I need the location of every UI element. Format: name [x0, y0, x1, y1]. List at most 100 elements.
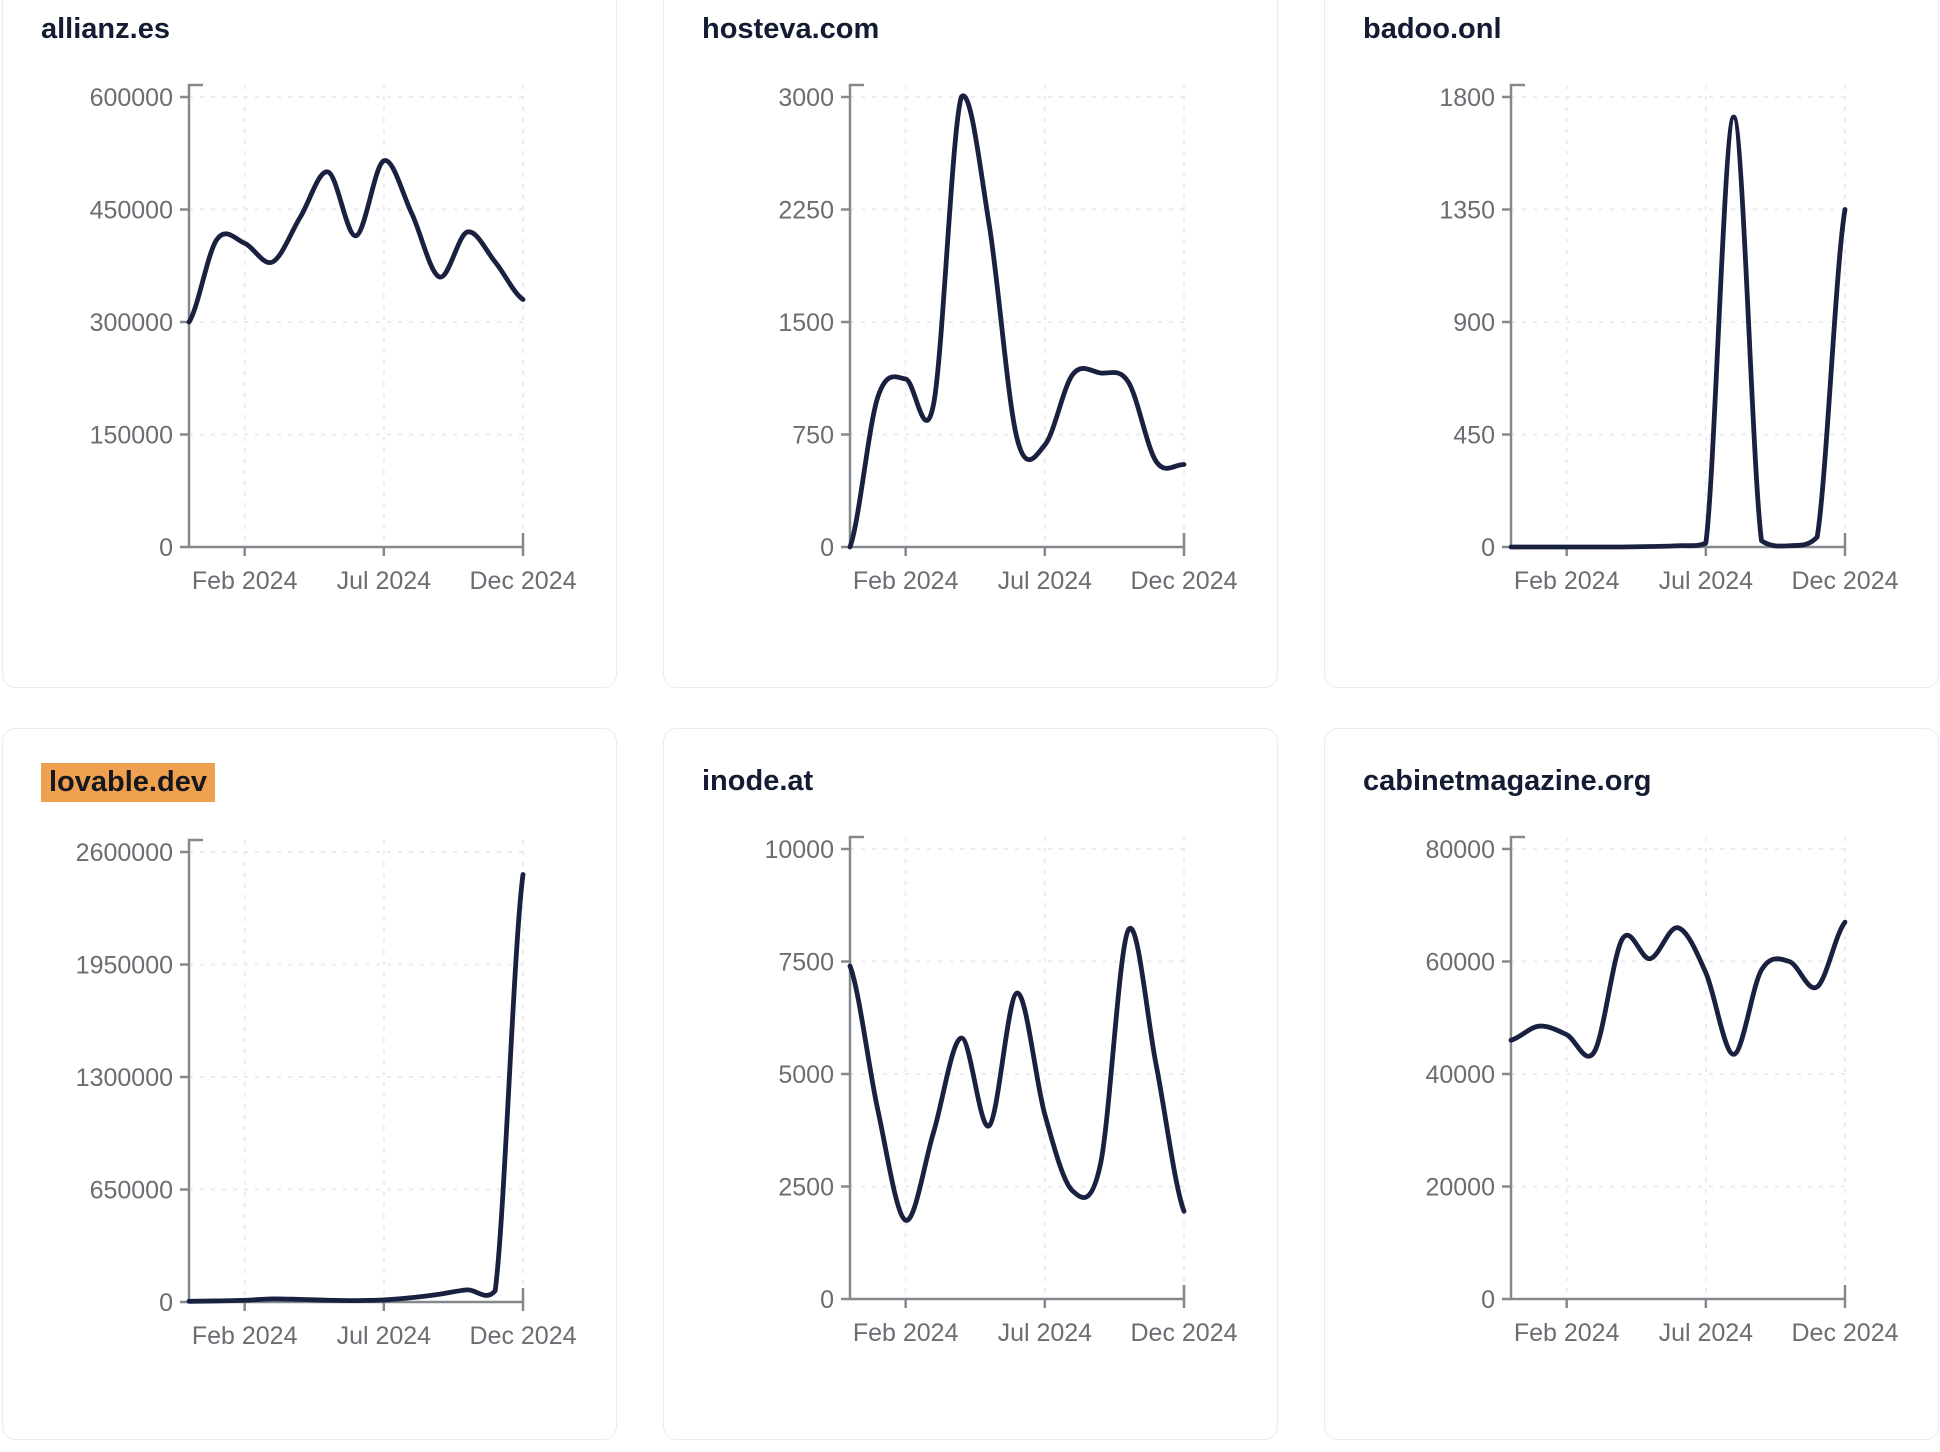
site-title-text: inode.at	[702, 765, 814, 797]
y-tick-label: 1350	[1439, 197, 1495, 225]
x-tick-label: Feb 2024	[192, 1322, 298, 1350]
y-tick-label: 1800	[1439, 84, 1495, 112]
y-tick-label: 2600000	[76, 839, 173, 867]
site-traffic-card-hosteva.com: hosteva.com 0 750 1500 2250 3000 Feb 2024 Jul …	[663, 0, 1278, 688]
y-tick-label: 0	[820, 534, 834, 562]
y-tick-label: 150000	[90, 422, 173, 450]
x-gridlines	[243, 85, 524, 547]
y-tick-label: 300000	[90, 309, 173, 337]
y-gridlines	[850, 96, 1184, 436]
y-tick-label: 7500	[778, 949, 834, 977]
traffic-line-chart: 0 2500 5000 7500 10000 Feb 2024 Jul 2024 Dec 20…	[764, 835, 1238, 1347]
y-tick-label: 1950000	[76, 952, 173, 980]
y-axis-ticks: 0 150000 300000 450000 600000	[90, 84, 189, 562]
x-tick-label: Dec 2024	[1791, 567, 1898, 595]
x-axis-ticks: Feb 2024 Jul 2024 Dec 2024	[192, 1302, 577, 1350]
y-tick-label: 0	[159, 1289, 173, 1317]
x-axis-ticks: Feb 2024 Jul 2024 Dec 2024	[853, 547, 1238, 595]
traffic-line-chart: 0 750 1500 2250 3000 Feb 2024 Jul 2024 Dec 2024	[778, 83, 1238, 595]
x-axis-ticks: Feb 2024 Jul 2024 Dec 2024	[853, 1299, 1238, 1347]
y-tick-label: 10000	[764, 836, 834, 864]
x-tick-label: Dec 2024	[1791, 1319, 1898, 1347]
site-title: hosteva.com	[702, 11, 1277, 47]
site-traffic-card-allianz.es: allianz.es 0 150000 300000 450000 600000 Feb …	[2, 0, 617, 688]
site-title-text: cabinetmagazine.org	[1363, 765, 1652, 797]
y-tick-label: 450	[1453, 422, 1495, 450]
y-tick-label: 2250	[778, 197, 834, 225]
x-tick-label: Feb 2024	[192, 567, 298, 595]
site-title: allianz.es	[41, 11, 616, 47]
series-line	[1508, 114, 1848, 550]
axis-domain	[848, 835, 1186, 1301]
x-tick-label: Feb 2024	[853, 567, 959, 595]
series-line	[186, 872, 526, 1304]
x-tick-label: Feb 2024	[1514, 567, 1620, 595]
y-axis-ticks: 0 2500 5000 7500 10000	[764, 836, 850, 1314]
y-tick-label: 900	[1453, 309, 1495, 337]
x-tick-label: Dec 2024	[1130, 567, 1237, 595]
y-axis-ticks: 0 20000 40000 60000 80000	[1425, 836, 1511, 1314]
y-tick-label: 5000	[778, 1061, 834, 1089]
x-gridlines	[1565, 837, 1846, 1299]
site-title: badoo.onl	[1363, 11, 1938, 47]
y-tick-label: 2500	[778, 1174, 834, 1202]
y-tick-label: 1500	[778, 309, 834, 337]
y-gridlines	[1511, 848, 1845, 1188]
y-tick-label: 650000	[90, 1177, 173, 1205]
traffic-line-chart: 0 650000 1300000 1950000 2600000 Feb 2024 Jul …	[76, 838, 577, 1350]
site-traffic-card-lovable.dev: lovable.dev 0 650000 1300000 1950000 2600000…	[2, 728, 617, 1440]
traffic-line-chart: 0 150000 300000 450000 600000 Feb 2024 Jul 202…	[90, 83, 577, 595]
x-tick-label: Feb 2024	[853, 1319, 959, 1347]
series-line	[1508, 919, 1848, 1059]
x-gridlines	[1565, 85, 1846, 547]
y-tick-label: 0	[1481, 534, 1495, 562]
y-tick-label: 80000	[1425, 836, 1495, 864]
y-tick-label: 0	[1481, 1286, 1495, 1314]
site-title: cabinetmagazine.org	[1363, 763, 1938, 799]
y-gridlines	[189, 851, 523, 1191]
x-gridlines	[904, 85, 1185, 547]
y-axis-ticks: 0 750 1500 2250 3000	[778, 84, 850, 562]
site-title: lovable.dev	[41, 763, 616, 802]
site-traffic-card-cabinetmagazine.org: cabinetmagazine.org 0 20000 40000 60000 8000…	[1324, 728, 1939, 1440]
y-gridlines	[850, 848, 1184, 1188]
x-tick-label: Dec 2024	[1130, 1319, 1237, 1347]
x-tick-label: Jul 2024	[337, 567, 432, 595]
x-tick-label: Jul 2024	[998, 567, 1093, 595]
axis-domain	[1509, 835, 1847, 1301]
site-title-text: badoo.onl	[1363, 13, 1502, 45]
x-tick-label: Jul 2024	[998, 1319, 1093, 1347]
y-tick-label: 60000	[1425, 949, 1495, 977]
x-axis-ticks: Feb 2024 Jul 2024 Dec 2024	[192, 547, 577, 595]
x-tick-label: Dec 2024	[469, 567, 576, 595]
x-tick-label: Jul 2024	[1659, 1319, 1754, 1347]
y-tick-label: 1300000	[76, 1064, 173, 1092]
site-title: inode.at	[702, 763, 1277, 799]
site-title-text: lovable.dev	[41, 763, 215, 802]
y-gridlines	[189, 96, 523, 436]
site-title-text: allianz.es	[41, 13, 170, 45]
traffic-line-chart: 0 450 900 1350 1800 Feb 2024 Jul 2024 Dec 2024	[1439, 83, 1899, 595]
y-tick-label: 40000	[1425, 1061, 1495, 1089]
y-tick-label: 450000	[90, 197, 173, 225]
site-traffic-card-badoo.onl: badoo.onl 0 450 900 1350 1800 Feb 2024 Jul 202…	[1324, 0, 1939, 688]
axis-domain	[187, 838, 525, 1304]
series-line	[186, 158, 526, 325]
x-tick-label: Jul 2024	[1659, 567, 1754, 595]
site-title-text: hosteva.com	[702, 13, 880, 45]
x-tick-label: Jul 2024	[337, 1322, 432, 1350]
axis-domain	[848, 83, 1186, 549]
y-tick-label: 0	[820, 1286, 834, 1314]
x-gridlines	[243, 840, 524, 1302]
y-tick-label: 0	[159, 534, 173, 562]
axis-domain	[187, 83, 525, 549]
y-axis-ticks: 0 650000 1300000 1950000 2600000	[76, 839, 189, 1317]
y-axis-ticks: 0 450 900 1350 1800	[1439, 84, 1511, 562]
y-tick-label: 20000	[1425, 1174, 1495, 1202]
x-axis-ticks: Feb 2024 Jul 2024 Dec 2024	[1514, 1299, 1899, 1347]
axis-domain	[1509, 83, 1847, 549]
y-tick-label: 3000	[778, 84, 834, 112]
x-axis-ticks: Feb 2024 Jul 2024 Dec 2024	[1514, 547, 1899, 595]
y-tick-label: 750	[792, 422, 834, 450]
